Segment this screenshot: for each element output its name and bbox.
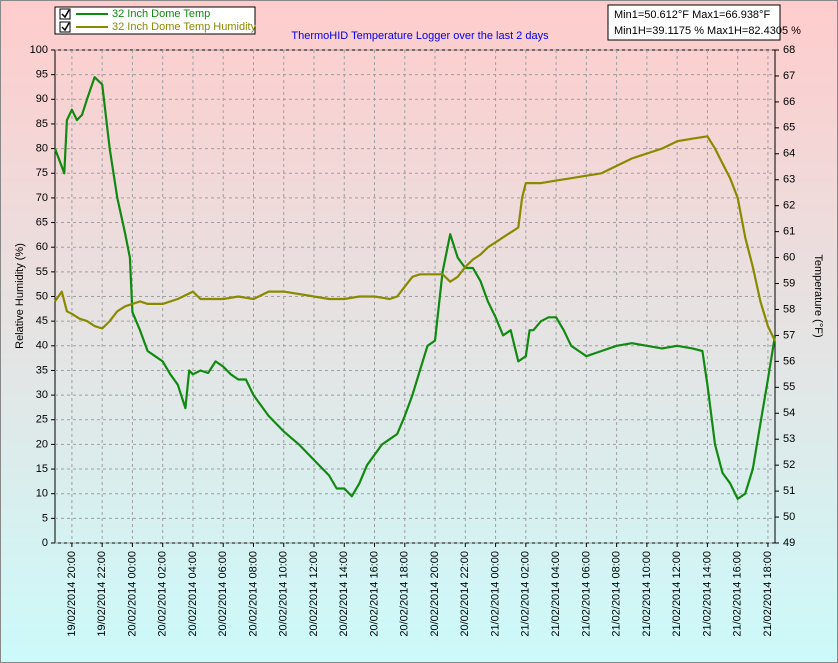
y-tick-label: 100 (30, 44, 48, 56)
y-axis-title: Relative Humidity (%) (14, 243, 26, 349)
x-tick-label: 20/02/2014 16:00 (368, 551, 380, 637)
y-tick-label: 75 (36, 167, 48, 179)
x-tick-label: 20/02/2014 02:00 (157, 551, 169, 637)
y2-tick-label: 65 (783, 122, 795, 134)
x-tick-label: 21/02/2014 06:00 (580, 551, 592, 637)
y2-tick-label: 52 (783, 459, 795, 471)
y-tick-label: 10 (36, 488, 48, 500)
x-tick-label: 20/02/2014 14:00 (338, 551, 350, 637)
y-tick-label: 60 (36, 241, 48, 253)
y-tick-label: 45 (36, 315, 48, 327)
chart-title: ThermoHID Temperature Logger over the la… (291, 30, 549, 42)
y2-tick-label: 68 (783, 44, 795, 56)
y2-tick-label: 66 (783, 96, 795, 108)
y-tick-label: 30 (36, 389, 48, 401)
y-tick-label: 50 (36, 290, 48, 302)
legend-checkbox (59, 21, 71, 33)
y2-tick-label: 64 (783, 148, 795, 160)
y2-tick-label: 58 (783, 303, 795, 315)
x-tick-label: 21/02/2014 12:00 (671, 551, 683, 637)
y2-axis-title: Temperature (°F) (812, 254, 824, 337)
y2-tick-label: 53 (783, 433, 795, 445)
legend-checkbox (59, 8, 71, 20)
y-tick-label: 65 (36, 216, 48, 228)
y2-tick-label: 49 (783, 537, 795, 549)
x-tick-label: 21/02/2014 14:00 (701, 551, 713, 637)
x-tick-label: 19/02/2014 20:00 (66, 551, 78, 637)
x-tick-label: 19/02/2014 22:00 (96, 551, 108, 637)
stats-temp: Min1=50.612°F Max1=66.938°F (614, 9, 770, 21)
y2-tick-label: 59 (783, 277, 795, 289)
x-tick-label: 20/02/2014 18:00 (399, 551, 411, 637)
y-tick-label: 80 (36, 143, 48, 155)
legend-label: 32 Inch Dome Temp Humidity (112, 21, 257, 33)
x-tick-label: 21/02/2014 16:00 (732, 551, 744, 637)
y2-tick-label: 61 (783, 226, 795, 238)
y-tick-label: 15 (36, 463, 48, 475)
x-tick-label: 20/02/2014 22:00 (459, 551, 471, 637)
y2-tick-label: 51 (783, 485, 795, 497)
y2-tick-label: 55 (783, 381, 795, 393)
x-tick-label: 20/02/2014 08:00 (247, 551, 259, 637)
legend-label: 32 Inch Dome Temp (112, 8, 210, 20)
y2-tick-label: 60 (783, 251, 795, 263)
y-tick-label: 55 (36, 266, 48, 278)
y-tick-label: 85 (36, 118, 48, 130)
series-line (54, 135, 776, 342)
x-tick-label: 20/02/2014 00:00 (126, 551, 138, 637)
y2-tick-label: 57 (783, 329, 795, 341)
series-line (53, 76, 777, 500)
x-tick-label: 20/02/2014 20:00 (429, 551, 441, 637)
x-tick-label: 21/02/2014 02:00 (520, 551, 532, 637)
y2-tick-label: 54 (783, 407, 795, 419)
x-tick-label: 21/02/2014 00:00 (489, 551, 501, 637)
x-tick-label: 21/02/2014 08:00 (611, 551, 623, 637)
legend-check (61, 9, 70, 19)
y2-tick-label: 62 (783, 200, 795, 212)
y-tick-label: 0 (42, 537, 48, 549)
y-tick-label: 20 (36, 438, 48, 450)
y-tick-label: 40 (36, 340, 48, 352)
x-tick-label: 21/02/2014 18:00 (762, 551, 774, 637)
y2-tick-label: 63 (783, 174, 795, 186)
legend-frame (54, 6, 256, 35)
stats-frame (607, 4, 781, 41)
stats-humidity: Min1H=39.1175 % Max1H=82.4305 % (614, 25, 801, 37)
y2-tick-label: 50 (783, 511, 795, 523)
stats-box: Min1=50.612°F Max1=66.938°F Min1H=39.117… (607, 4, 801, 41)
x-tick-label: 20/02/2014 10:00 (278, 551, 290, 637)
x-tick-label: 20/02/2014 06:00 (217, 551, 229, 637)
legend-check (61, 22, 70, 32)
y2-tick-label: 56 (783, 355, 795, 367)
y-tick-label: 5 (42, 512, 48, 524)
x-tick-label: 21/02/2014 04:00 (550, 551, 562, 637)
y2-tick-label: 67 (783, 70, 795, 82)
y-tick-label: 35 (36, 364, 48, 376)
x-tick-label: 20/02/2014 04:00 (187, 551, 199, 637)
y-tick-label: 70 (36, 192, 48, 204)
y-tick-label: 90 (36, 93, 48, 105)
y-tick-label: 25 (36, 414, 48, 426)
x-tick-label: 21/02/2014 10:00 (641, 551, 653, 637)
x-tick-label: 20/02/2014 12:00 (308, 551, 320, 637)
y-tick-label: 95 (36, 69, 48, 81)
